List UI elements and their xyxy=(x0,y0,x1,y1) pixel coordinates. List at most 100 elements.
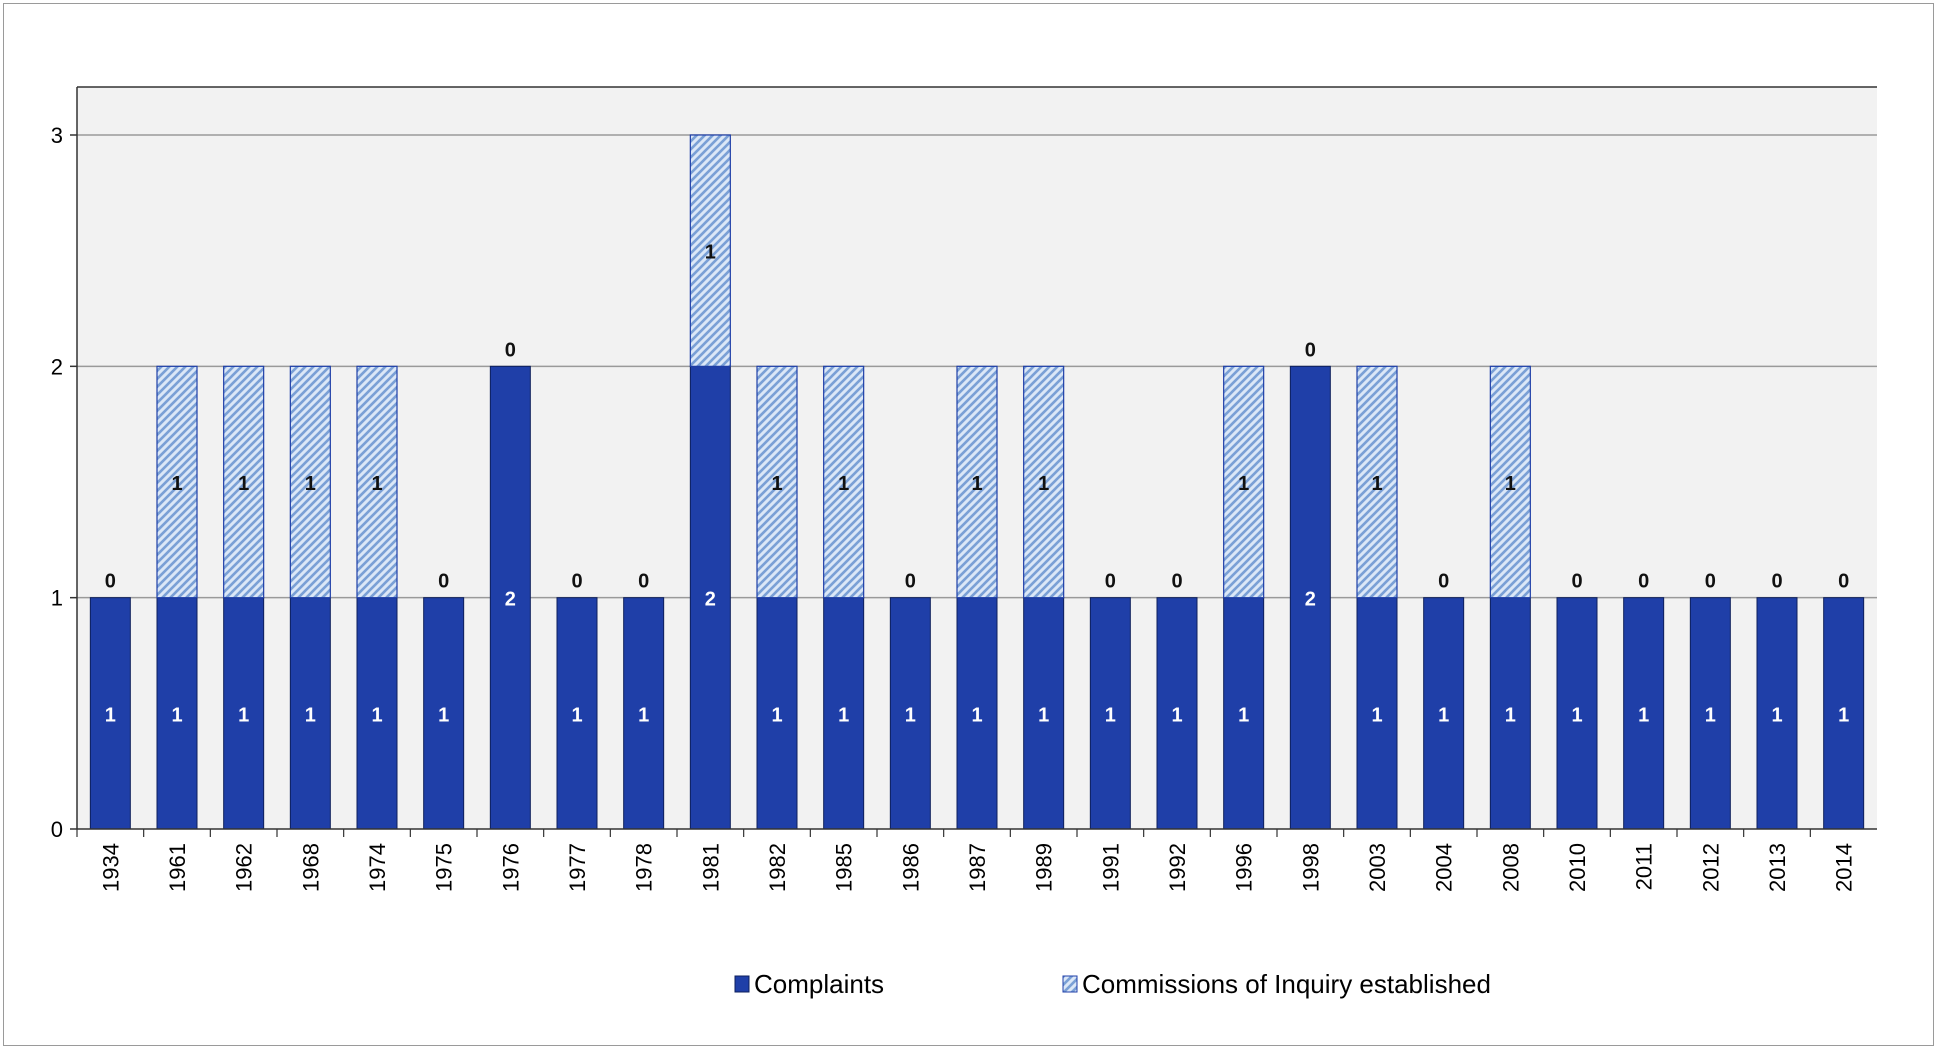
x-tick-label: 1982 xyxy=(765,843,790,892)
bar-complaints xyxy=(823,597,865,830)
bar-complaints xyxy=(1556,597,1598,830)
data-label-commissions: 0 xyxy=(1638,571,1649,593)
bar-complaints xyxy=(889,597,931,830)
bar-commissions xyxy=(823,365,865,599)
data-label-complaints: 1 xyxy=(971,704,982,726)
data-label-commissions: 0 xyxy=(1838,571,1849,593)
bar-commissions xyxy=(689,134,731,367)
legend-label-commissions: Commissions of Inquiry established xyxy=(1082,969,1491,999)
bar-commissions xyxy=(223,365,265,599)
x-tick-label: 1974 xyxy=(365,843,390,892)
x-tick-label: 1987 xyxy=(965,843,990,892)
x-tick-label: 1981 xyxy=(698,843,723,892)
bar-complaints xyxy=(1756,597,1798,830)
bar-commissions xyxy=(1023,365,1065,599)
legend-swatch-commissions xyxy=(1062,975,1078,993)
data-label-commissions: 0 xyxy=(1571,571,1582,593)
bar-complaints xyxy=(289,597,331,830)
bar-complaints xyxy=(1689,597,1731,830)
data-label-commissions: 1 xyxy=(1505,473,1516,495)
data-label-commissions: 0 xyxy=(638,571,649,593)
data-label-complaints: 1 xyxy=(1638,704,1649,726)
data-label-complaints: 1 xyxy=(1771,704,1782,726)
x-tick-label: 1985 xyxy=(832,843,857,892)
bar-complaints xyxy=(423,597,465,830)
bar-complaints xyxy=(1423,597,1465,830)
bar-complaints xyxy=(1623,597,1665,830)
y-tick-label: 3 xyxy=(51,123,63,148)
bar-complaints xyxy=(156,597,198,830)
x-tick-label: 1992 xyxy=(1165,843,1190,892)
data-label-commissions: 0 xyxy=(571,571,582,593)
legend-swatch-complaints xyxy=(734,975,750,993)
data-label-complaints: 1 xyxy=(571,704,582,726)
x-tick-label: 1968 xyxy=(298,843,323,892)
data-label-commissions: 1 xyxy=(1038,473,1049,495)
data-label-commissions: 1 xyxy=(171,473,182,495)
data-label-complaints: 1 xyxy=(371,704,382,726)
bar-complaints xyxy=(1223,597,1265,830)
x-tick-label: 1961 xyxy=(165,843,190,892)
x-tick-label: 1978 xyxy=(632,843,657,892)
bar-complaints xyxy=(1089,597,1131,830)
x-tick-label: 1991 xyxy=(1098,843,1123,892)
bar-complaints xyxy=(689,365,731,830)
axes: 0 1 2 3 1934 1961 1962 1968 1974 1975 1976 1977 1978… xyxy=(51,86,1877,892)
x-tick-label: 1977 xyxy=(565,843,590,892)
data-label-commissions: 1 xyxy=(305,473,316,495)
x-tick-label: 1989 xyxy=(1032,843,1057,892)
data-label-complaints: 1 xyxy=(1371,704,1382,726)
data-label-complaints: 1 xyxy=(838,704,849,726)
data-label-commissions: 0 xyxy=(1105,571,1116,593)
data-label-complaints: 1 xyxy=(1505,704,1516,726)
bar-complaints xyxy=(623,597,665,830)
bar-commissions xyxy=(956,365,998,599)
bar-complaints xyxy=(223,597,265,830)
x-tick-label: 2012 xyxy=(1698,843,1723,892)
bar-commissions xyxy=(156,365,198,599)
x-tick-label: 2004 xyxy=(1432,843,1457,892)
data-label-commissions: 0 xyxy=(1438,571,1449,593)
bar-complaints xyxy=(1356,597,1398,830)
y-tick-label: 1 xyxy=(51,586,63,611)
x-tick-label: 2013 xyxy=(1765,843,1790,892)
data-labels: 1 0 1 1 1 1 1 1 1 1 1 0 2 0 1 0 1 0 2 1 1 1 1 1 1 0 1 1 1 1 1 0 1 0 1 1 2 0 1 1… xyxy=(105,242,1849,727)
data-label-commissions: 1 xyxy=(238,473,249,495)
data-label-complaints: 1 xyxy=(438,704,449,726)
x-tick-label: 2011 xyxy=(1632,843,1657,890)
data-label-complaints: 1 xyxy=(905,704,916,726)
data-label-commissions: 0 xyxy=(1705,571,1716,593)
y-tick-label: 2 xyxy=(51,354,63,379)
bar-complaints xyxy=(756,597,798,830)
x-tick-label: 1934 xyxy=(98,843,123,892)
data-label-commissions: 0 xyxy=(105,571,116,593)
bar-commissions xyxy=(1356,365,1398,599)
data-label-commissions: 0 xyxy=(905,571,916,593)
x-tick-label: 1976 xyxy=(498,843,523,892)
data-label-complaints: 1 xyxy=(1705,704,1716,726)
data-label-complaints: 1 xyxy=(171,704,182,726)
bar-complaints xyxy=(556,597,598,830)
data-label-complaints: 1 xyxy=(105,704,116,726)
legend-label-complaints: Complaints xyxy=(754,969,884,999)
data-label-commissions: 1 xyxy=(371,473,382,495)
data-label-commissions: 1 xyxy=(1371,473,1382,495)
x-tick-label: 2014 xyxy=(1832,843,1857,892)
data-label-commissions: 1 xyxy=(705,242,716,264)
data-label-commissions: 1 xyxy=(838,473,849,495)
x-tick-label: 1962 xyxy=(232,843,257,892)
data-label-commissions: 1 xyxy=(1238,473,1249,495)
x-tick-label: 1996 xyxy=(1232,843,1257,892)
bar-commissions xyxy=(756,365,798,599)
data-label-complaints: 2 xyxy=(705,589,716,611)
data-label-complaints: 1 xyxy=(1038,704,1049,726)
data-label-commissions: 1 xyxy=(971,473,982,495)
data-label-complaints: 1 xyxy=(1171,704,1182,726)
data-label-complaints: 1 xyxy=(638,704,649,726)
bar-complaints xyxy=(956,597,998,830)
data-label-commissions: 0 xyxy=(1171,571,1182,593)
bar-complaints xyxy=(1156,597,1198,830)
data-label-complaints: 1 xyxy=(238,704,249,726)
data-label-complaints: 2 xyxy=(505,589,516,611)
data-label-complaints: 1 xyxy=(1105,704,1116,726)
